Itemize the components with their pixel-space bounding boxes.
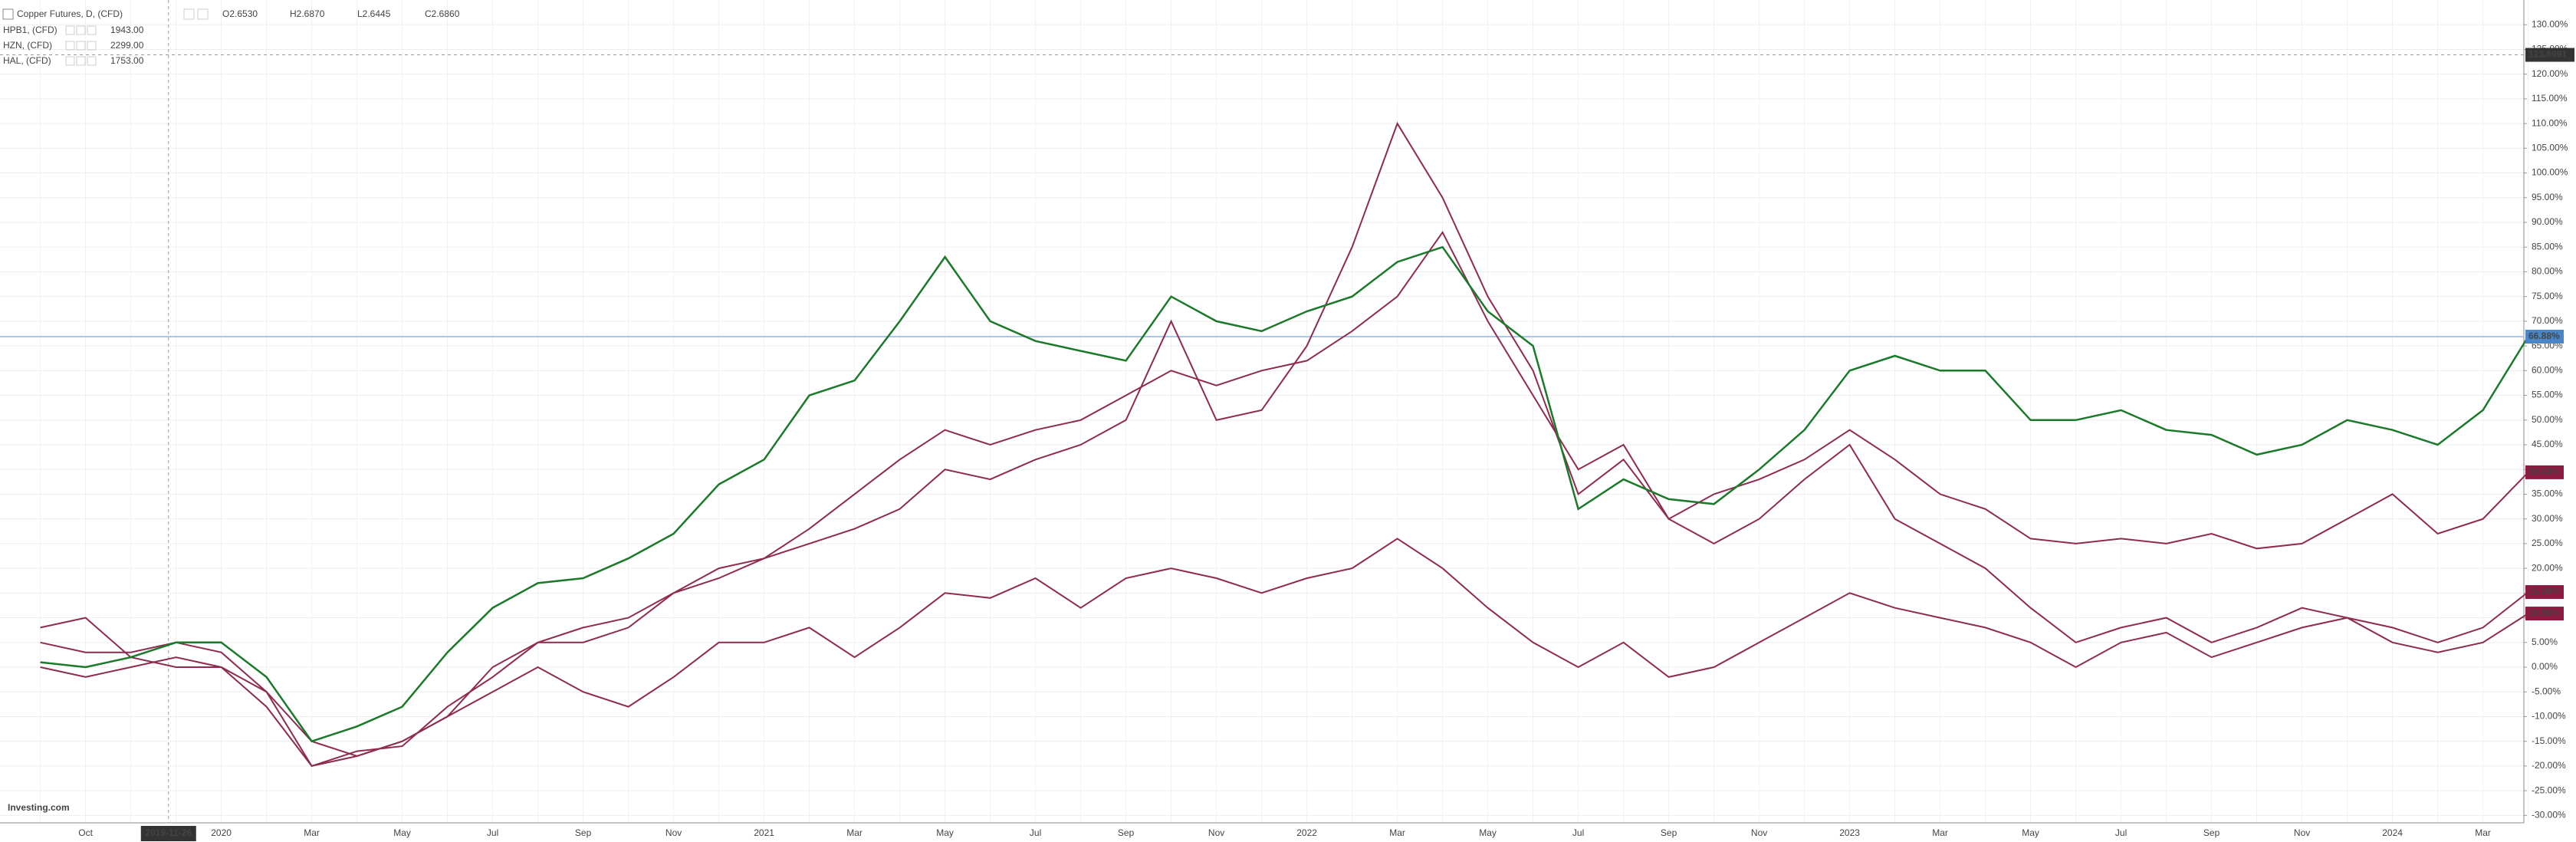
icon (183, 8, 195, 20)
y-tick-label: 5.00% (2532, 636, 2558, 647)
y-tick-label: -15.00% (2532, 735, 2566, 746)
x-tick-label: Jul (1030, 827, 1041, 838)
price-line (40, 245, 2529, 743)
x-tick-label: Sep (575, 827, 592, 838)
legend-price: 2299.00 (110, 40, 144, 51)
crosshair-x-badge (140, 826, 196, 841)
y-tick-label: 110.00% (2532, 117, 2568, 128)
x-tick-label: Mar (1389, 827, 1405, 838)
y-tick-label: -25.00% (2532, 784, 2566, 795)
y-tick-label: 55.00% (2532, 390, 2563, 400)
end-badge-label: 10.85% (2528, 607, 2560, 618)
x-tick-label: Sep (1118, 827, 1135, 838)
end-badge (2525, 465, 2564, 479)
icon (87, 41, 97, 51)
x-tick-label: 2022 (1296, 827, 1317, 838)
x-tick-label: Mar (846, 827, 863, 838)
y-tick-label: 120.00% (2532, 68, 2568, 79)
y-tick-label: 105.00% (2532, 143, 2568, 153)
x-tick-label: 2023 (1839, 827, 1860, 838)
icon (87, 56, 97, 66)
y-tick-label: 85.00% (2532, 241, 2563, 252)
end-badge-label: 15.20% (2528, 586, 2560, 597)
logo: Investing.com (8, 802, 70, 813)
crosshair-y-badge (2525, 48, 2574, 62)
end-badge (2525, 585, 2564, 600)
icon (87, 25, 97, 35)
icon (65, 25, 75, 35)
y-tick-label: -30.00% (2532, 810, 2566, 821)
y-tick-label: -5.00% (2532, 686, 2561, 696)
y-tick-label: 100.00% (2532, 167, 2568, 178)
y-tick-label: 80.00% (2532, 266, 2563, 277)
x-tick-label: Mar (1932, 827, 1948, 838)
icon (76, 41, 86, 51)
x-tick-label: Jul (2115, 827, 2127, 838)
y-tick-label: -20.00% (2532, 760, 2566, 771)
legend-price: 1943.00 (110, 25, 144, 35)
y-tick-label: 75.00% (2532, 291, 2563, 301)
collapse-icon (2, 8, 14, 20)
y-tick-label: 95.00% (2532, 192, 2563, 202)
crosshair-y-label: 123.8991 (2528, 49, 2567, 60)
x-tick-label: 2024 (2382, 827, 2403, 838)
x-tick-label: May (393, 827, 411, 838)
y-tick-label: 0.00% (2532, 661, 2558, 672)
y-tick-label: 130.00% (2532, 18, 2568, 29)
legend-name: HZN, (CFD) (3, 40, 52, 51)
y-tick-label: 50.00% (2532, 414, 2563, 425)
crosshair-x-label: 2019-11-26 (145, 827, 192, 838)
y-tick-label: -10.00% (2532, 711, 2566, 722)
legend-name: HAL, (CFD) (3, 55, 51, 66)
x-tick-label: Sep (2203, 827, 2220, 838)
end-badge (2525, 607, 2564, 621)
icon (65, 56, 75, 66)
y-tick-label: 60.00% (2532, 365, 2563, 376)
x-tick-label: Oct (78, 827, 93, 838)
x-tick-label: Nov (2294, 827, 2310, 838)
y-tick-label: 30.00% (2532, 513, 2563, 524)
x-tick-label: May (1479, 827, 1497, 838)
x-tick-label: Mar (2475, 827, 2491, 838)
x-tick-label: Sep (1661, 827, 1677, 838)
ohlc-value: H2.6870 (290, 8, 325, 19)
x-tick-label: 2021 (754, 827, 774, 838)
x-tick-label: Nov (1751, 827, 1767, 838)
ohlc-value: O2.6530 (222, 8, 258, 19)
ohlc-value: C2.6860 (425, 8, 460, 19)
comparison-line (40, 230, 2529, 768)
x-tick-label: 2020 (211, 827, 232, 838)
y-tick-label: 90.00% (2532, 216, 2563, 227)
comparison-line (40, 121, 2529, 768)
x-tick-label: Jul (487, 827, 498, 838)
y-tick-label: 35.00% (2532, 488, 2563, 499)
x-tick-label: Nov (1208, 827, 1224, 838)
x-tick-label: Jul (1572, 827, 1584, 838)
x-tick-label: Nov (665, 827, 682, 838)
end-badge (2525, 329, 2564, 344)
icon (76, 56, 86, 66)
legend-name: HPB1, (CFD) (3, 25, 58, 35)
y-tick-label: 20.00% (2532, 562, 2563, 573)
y-tick-label: 115.00% (2532, 93, 2568, 104)
end-badge-label: 66.88% (2528, 331, 2560, 341)
y-tick-label: 25.00% (2532, 538, 2563, 548)
end-badge-label: 39.43% (2528, 466, 2560, 477)
x-tick-label: May (2022, 827, 2039, 838)
y-tick-label: 70.00% (2532, 315, 2563, 326)
comparison-line (40, 538, 2529, 758)
icon (76, 25, 86, 35)
legend-price: 1753.00 (110, 55, 144, 66)
icon (197, 8, 209, 20)
x-tick-label: May (936, 827, 954, 838)
y-tick-label: 45.00% (2532, 439, 2563, 449)
ohlc-value: L2.6445 (357, 8, 391, 19)
x-tick-label: Mar (304, 827, 320, 838)
icon (65, 41, 75, 51)
chart-title: Copper Futures, D, (CFD) (17, 8, 123, 19)
